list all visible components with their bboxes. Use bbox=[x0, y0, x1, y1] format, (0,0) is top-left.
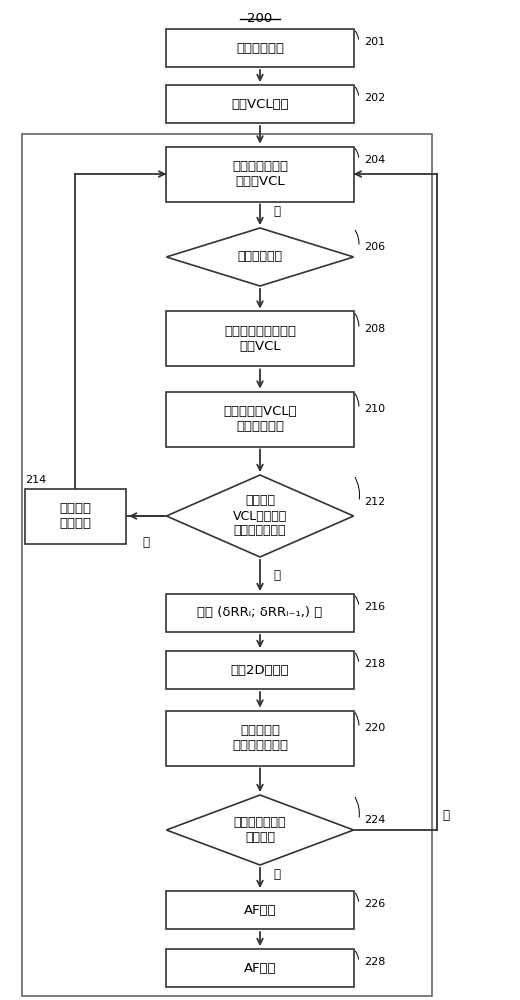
Text: 拒绝具有噪声证据的
所有VCL: 拒绝具有噪声证据的 所有VCL bbox=[224, 325, 296, 353]
Text: 210: 210 bbox=[364, 404, 385, 414]
Text: 226: 226 bbox=[364, 899, 385, 909]
FancyBboxPatch shape bbox=[166, 29, 354, 67]
FancyBboxPatch shape bbox=[166, 311, 354, 366]
Polygon shape bbox=[166, 475, 354, 557]
Text: 否: 否 bbox=[273, 569, 280, 582]
Text: 度量＞检测阈值
跨越点？: 度量＞检测阈值 跨越点？ bbox=[234, 816, 286, 844]
Text: 否: 否 bbox=[442, 809, 449, 822]
Bar bbox=[22, 134, 432, 996]
FancyBboxPatch shape bbox=[166, 85, 354, 123]
Text: 202: 202 bbox=[364, 93, 385, 103]
FancyBboxPatch shape bbox=[24, 489, 126, 544]
Polygon shape bbox=[166, 228, 354, 286]
Text: 被拒绝的
VCL的数量＞
噪声抑制阈值？: 被拒绝的 VCL的数量＞ 噪声抑制阈值？ bbox=[233, 494, 287, 538]
Text: 212: 212 bbox=[364, 497, 385, 507]
Text: 初始化直方图: 初始化直方图 bbox=[236, 41, 284, 54]
Text: 是: 是 bbox=[273, 868, 280, 882]
Text: 208: 208 bbox=[364, 324, 385, 334]
Text: AF检测: AF检测 bbox=[244, 904, 276, 916]
Text: 218: 218 bbox=[364, 659, 385, 669]
Text: 200: 200 bbox=[248, 12, 272, 25]
Text: 是: 是 bbox=[273, 205, 280, 218]
Text: 填充2D直方图: 填充2D直方图 bbox=[231, 664, 289, 676]
Text: 保持当前
检测状态: 保持当前 检测状态 bbox=[59, 502, 92, 530]
FancyBboxPatch shape bbox=[166, 891, 354, 929]
Text: 在检测时间间期
内测量VCL: 在检测时间间期 内测量VCL bbox=[232, 160, 288, 188]
FancyBboxPatch shape bbox=[166, 651, 354, 689]
Polygon shape bbox=[166, 795, 354, 865]
Text: 从散点图中
确定变异性度量: 从散点图中 确定变异性度量 bbox=[232, 724, 288, 752]
Text: 感测VCL信号: 感测VCL信号 bbox=[231, 98, 289, 110]
Text: 216: 216 bbox=[364, 602, 385, 612]
Text: 对被拒绝的VCL的
数量进行计数: 对被拒绝的VCL的 数量进行计数 bbox=[223, 405, 297, 433]
Text: 220: 220 bbox=[364, 723, 385, 733]
FancyBboxPatch shape bbox=[166, 949, 354, 987]
FancyBboxPatch shape bbox=[166, 391, 354, 446]
Text: 201: 201 bbox=[364, 37, 385, 47]
Text: 检测噪声证据: 检测噪声证据 bbox=[238, 250, 282, 263]
Text: 确定 (δRRᵢ; δRRᵢ₋₁,) 点: 确定 (δRRᵢ; δRRᵢ₋₁,) 点 bbox=[198, 606, 322, 619]
Text: AF响应: AF响应 bbox=[244, 962, 276, 974]
Text: 224: 224 bbox=[364, 815, 385, 825]
Text: 206: 206 bbox=[364, 242, 385, 252]
FancyBboxPatch shape bbox=[166, 594, 354, 632]
Text: 是: 是 bbox=[143, 536, 150, 549]
FancyBboxPatch shape bbox=[166, 146, 354, 202]
Text: 228: 228 bbox=[364, 957, 385, 967]
FancyBboxPatch shape bbox=[166, 710, 354, 766]
Text: 214: 214 bbox=[25, 475, 46, 485]
Text: 204: 204 bbox=[364, 155, 385, 165]
